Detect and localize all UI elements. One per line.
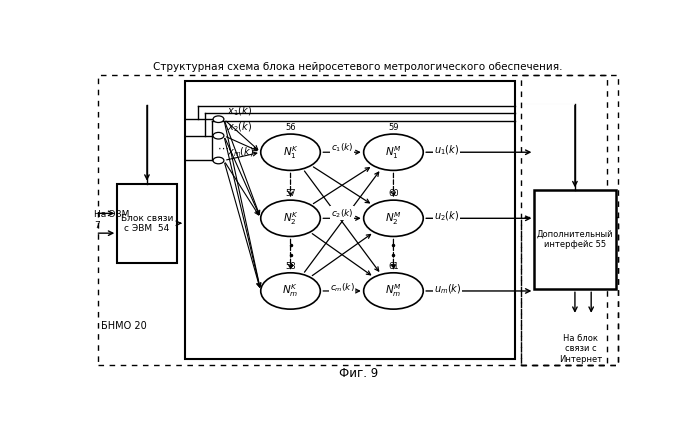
Circle shape [213,133,224,139]
Bar [117,184,177,263]
Circle shape [261,273,320,309]
Text: $c_2(k)$: $c_2(k)$ [331,207,353,220]
Text: $u_2(k)$: $u_2(k)$ [434,210,459,224]
Text: БНМО 20: БНМО 20 [101,320,147,331]
Text: 58: 58 [285,262,296,271]
Text: $u_1(k)$: $u_1(k)$ [434,144,459,157]
Text: $x_1(k)$: $x_1(k)$ [226,104,252,118]
Circle shape [363,273,423,309]
Text: $N_1^M$: $N_1^M$ [385,144,402,160]
Text: 56: 56 [285,124,296,133]
Text: $c_1(k)$: $c_1(k)$ [331,141,353,154]
Text: 59: 59 [388,124,398,133]
Text: На блок
связи с
Интернет: На блок связи с Интернет [559,334,602,364]
Text: $x_m(k)$: $x_m(k)$ [226,145,254,159]
Bar [185,81,515,359]
Text: $c_m(k)$: $c_m(k)$ [330,281,354,294]
Circle shape [261,134,320,170]
Text: На ЭВМ
7: На ЭВМ 7 [94,210,129,230]
Text: Блок связи
с ЭВМ  54: Блок связи с ЭВМ 54 [121,214,173,233]
Text: Дополнительный
интерфейс 55: Дополнительный интерфейс 55 [537,230,613,250]
Text: $x_2(k)$: $x_2(k)$ [226,121,252,134]
Text: $N_m^K$: $N_m^K$ [282,283,298,299]
Text: 61: 61 [388,262,398,271]
Bar [98,75,607,366]
Bar [521,217,619,366]
Bar [534,190,616,289]
Text: $N_2^K$: $N_2^K$ [282,210,298,227]
Circle shape [213,157,224,164]
Text: Фиг. 9: Фиг. 9 [338,367,378,380]
Bar [521,75,619,366]
Text: $\cdots$: $\cdots$ [217,143,229,153]
Text: $N_2^M$: $N_2^M$ [385,210,402,227]
Text: Структурная схема блока нейросетевого метрологического обеспечения.: Структурная схема блока нейросетевого ме… [154,62,563,72]
Circle shape [363,134,423,170]
Circle shape [213,116,224,123]
Text: $N_m^M$: $N_m^M$ [385,283,402,299]
Text: 60: 60 [388,190,398,199]
Circle shape [261,200,320,236]
Text: $u_m(k)$: $u_m(k)$ [434,283,461,296]
Circle shape [363,200,423,236]
Text: $N_1^K$: $N_1^K$ [282,144,298,160]
Text: 57: 57 [285,190,296,199]
